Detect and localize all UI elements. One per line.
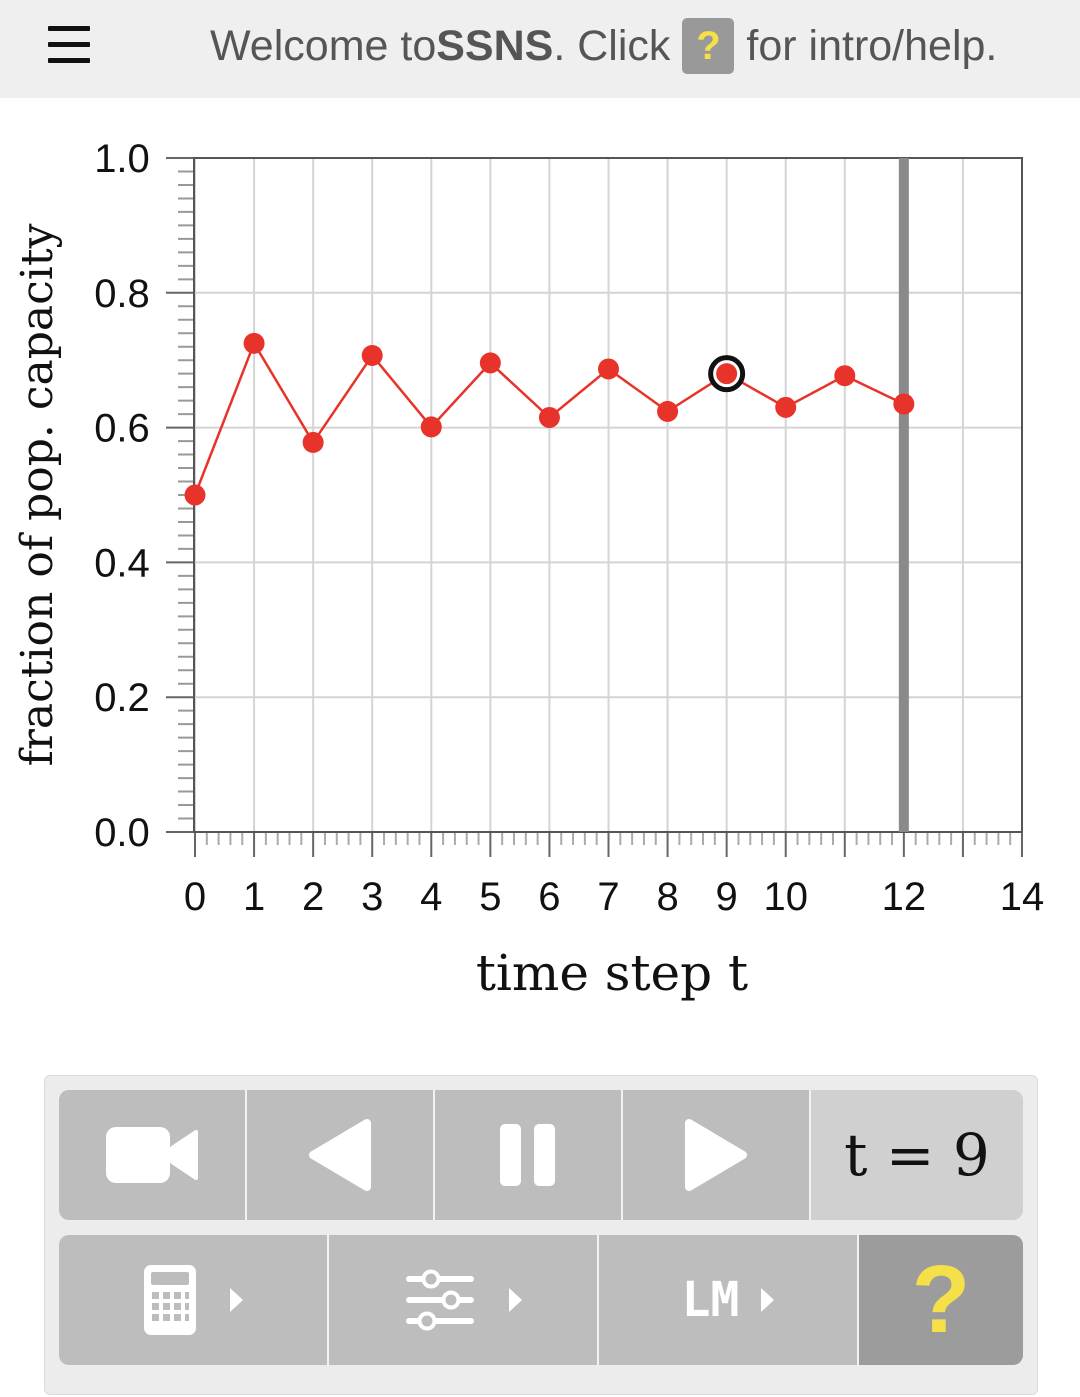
x-tick-label: 12	[882, 875, 927, 919]
data-point	[184, 484, 206, 506]
welcome-message: Welcome to SSNS . Click ? for intro/help…	[210, 18, 997, 74]
data-point	[834, 365, 856, 387]
data-point	[893, 393, 915, 415]
help-button[interactable]: ?	[859, 1235, 1023, 1365]
control-panel: t = 9	[44, 1075, 1038, 1395]
x-tick-label: 9	[716, 875, 738, 919]
step-back-icon	[309, 1119, 371, 1191]
x-tick-label: 1	[243, 875, 265, 919]
help-icon: ?	[911, 1246, 971, 1353]
data-point	[538, 406, 560, 428]
menu-icon[interactable]	[48, 24, 92, 68]
y-tick-label: 1.0	[94, 137, 150, 181]
step-back-button[interactable]	[247, 1090, 435, 1220]
x-tick-label: 2	[302, 875, 324, 919]
play-button[interactable]	[623, 1090, 811, 1220]
video-camera-icon	[106, 1127, 198, 1183]
x-tick-label: 0	[184, 875, 206, 919]
y-tick-label: 0.6	[94, 407, 150, 451]
app-name: SSNS	[436, 21, 554, 70]
click-text: . Click	[553, 21, 671, 70]
record-button[interactable]	[59, 1090, 247, 1220]
data-point	[716, 363, 738, 385]
x-tick-label: 7	[597, 875, 619, 919]
pause-icon	[500, 1124, 555, 1186]
y-axis-label: fraction of pop. capacity	[12, 223, 63, 766]
x-tick-label: 3	[361, 875, 383, 919]
x-tick-label: 8	[656, 875, 678, 919]
x-tick-label: 6	[538, 875, 560, 919]
lm-label: LM	[681, 1272, 740, 1328]
help-badge-icon[interactable]: ?	[682, 18, 735, 74]
playback-row: t = 9	[59, 1090, 1023, 1220]
data-point	[657, 400, 679, 422]
x-axis-label: time step t	[476, 944, 748, 1002]
time-label: t = 9	[844, 1121, 990, 1189]
welcome-suffix: for intro/help.	[746, 21, 998, 70]
time-display: t = 9	[811, 1090, 1023, 1220]
y-tick-label: 0.4	[94, 541, 150, 585]
data-point	[243, 332, 265, 354]
top-bar: Welcome to SSNS . Click ? for intro/help…	[0, 0, 1080, 98]
x-tick-label: 14	[1000, 875, 1045, 919]
data-point	[420, 416, 442, 438]
data-point	[598, 358, 619, 380]
tools-row: LM ?	[59, 1235, 1023, 1365]
lm-button[interactable]: LM	[599, 1235, 859, 1365]
settings-caret-icon	[508, 1288, 522, 1312]
settings-button[interactable]	[329, 1235, 599, 1365]
data-point	[361, 344, 383, 366]
x-tick-label: 4	[420, 875, 442, 919]
calculator-caret-icon	[229, 1288, 243, 1312]
x-tick-label: 10	[763, 875, 808, 919]
sliders-icon	[405, 1269, 474, 1331]
data-point	[775, 396, 797, 418]
y-tick-label: 0.8	[94, 272, 150, 316]
y-tick-label: 0.2	[94, 676, 150, 720]
data-point	[302, 431, 324, 453]
calculator-icon	[143, 1265, 196, 1335]
data-point	[479, 352, 501, 374]
y-tick-label: 0.0	[94, 811, 150, 855]
x-tick-label: 5	[479, 875, 501, 919]
lm-caret-icon	[761, 1288, 775, 1312]
pause-button[interactable]	[435, 1090, 623, 1220]
calculator-button[interactable]	[59, 1235, 329, 1365]
play-icon	[685, 1119, 747, 1191]
welcome-prefix: Welcome to	[210, 21, 437, 70]
